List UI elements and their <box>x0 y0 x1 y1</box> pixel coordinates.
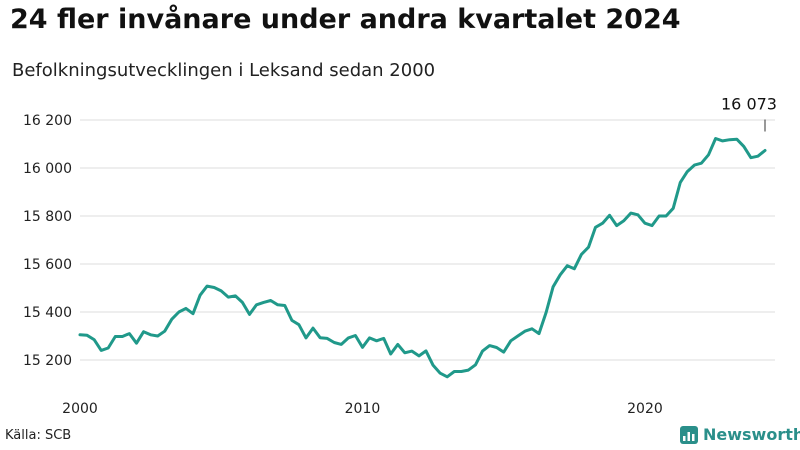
population-line <box>78 137 767 379</box>
line-chart: 15 200 15 400 15 600 15 800 16 000 16 200 200… <box>23 94 777 417</box>
x-axis-ticks: 2000 2010 2020 <box>62 401 663 417</box>
x-tick-label: 2020 <box>627 401 663 417</box>
brand-logo: Newsworthy <box>680 425 800 444</box>
x-tick-label: 2000 <box>62 401 98 417</box>
bar-chart-icon <box>680 425 698 444</box>
x-tick-label: 2010 <box>345 401 381 417</box>
source-note: Källa: SCB <box>5 428 72 443</box>
annotation-label: 16 073 <box>721 94 777 113</box>
last-value-annotation: 16 073 <box>721 94 777 132</box>
y-tick-label: 15 600 <box>23 257 72 273</box>
y-tick-label: 15 800 <box>23 209 72 225</box>
chart-title: 24 fler invånare under andra kvartalet 2… <box>10 4 681 35</box>
y-tick-label: 16 000 <box>23 161 72 177</box>
y-tick-label: 15 200 <box>23 353 72 369</box>
y-tick-label: 16 200 <box>23 113 72 129</box>
chart-subtitle: Befolkningsutvecklingen i Leksand sedan … <box>12 60 436 81</box>
brand-name: Newsworthy <box>703 425 800 444</box>
y-axis-ticks: 15 200 15 400 15 600 15 800 16 000 16 200 <box>23 113 72 369</box>
grid-lines <box>80 119 775 361</box>
y-tick-label: 15 400 <box>23 305 72 321</box>
